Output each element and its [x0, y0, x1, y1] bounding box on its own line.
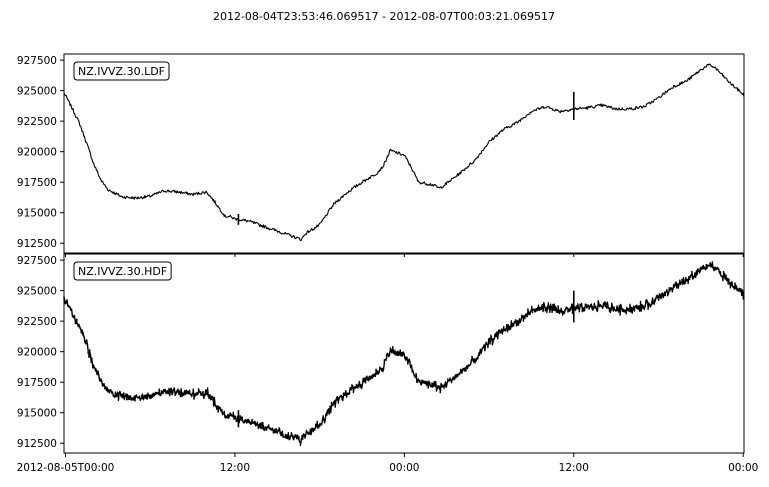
y-tick-label: 927500	[17, 55, 57, 67]
y-tick-label: 912500	[17, 438, 57, 450]
trace-label: NZ.IVVZ.30.HDF	[78, 265, 167, 278]
y-tick-label: 925000	[17, 286, 57, 298]
panel-1: 912500 915000 917500 920000 922500 925000 9275…	[17, 53, 745, 257]
y-tick-label: 912500	[17, 238, 57, 250]
panel-2: 912500 915000 917500 920000 922500 925000 9275…	[17, 253, 758, 474]
y-tick-label: 915000	[17, 208, 57, 220]
trace-label-box	[73, 261, 172, 281]
x-tick-label: 12:00	[220, 462, 250, 474]
panels: 912500 915000 917500 920000 922500 925000 9275…	[17, 53, 758, 474]
y-tick-label: 925000	[17, 86, 57, 98]
x-tick-label: 2012-08-05T00:00	[17, 462, 115, 474]
trace-label-box	[73, 61, 170, 81]
trace-line	[63, 261, 745, 447]
y-tick-label: 922500	[17, 116, 57, 128]
x-tick-label: 12:00	[559, 462, 589, 474]
y-tick-label: 927500	[17, 255, 57, 267]
y-tick-label: 917500	[17, 377, 57, 389]
figure-title: 2012-08-04T23:53:46.069517 - 2012-08-07T…	[213, 10, 555, 23]
y-tick-label: 920000	[17, 347, 57, 359]
x-tick-label: 00:00	[389, 462, 419, 474]
trace-label: NZ.IVVZ.30.LDF	[78, 65, 165, 78]
trace-line	[63, 63, 745, 242]
y-tick-label: 920000	[17, 147, 57, 159]
x-tick-label: 00:00	[728, 462, 758, 474]
y-tick-label: 915000	[17, 408, 57, 420]
plot-frame	[63, 53, 745, 254]
y-tick-label: 922500	[17, 316, 57, 328]
y-tick-label: 917500	[17, 177, 57, 189]
